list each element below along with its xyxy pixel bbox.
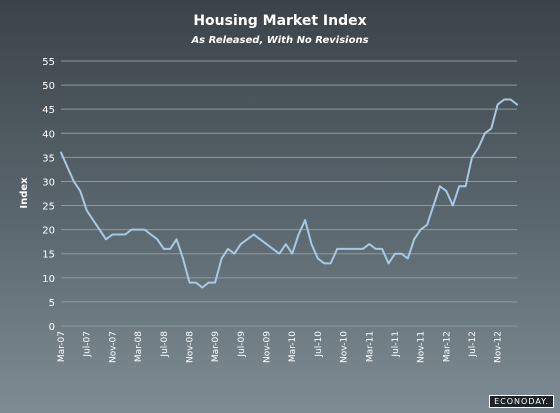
x-tick-label: Jul-07 bbox=[83, 331, 93, 358]
y-tick-labels: 0 5 10 15 20 25 30 35 40 45 50 55 bbox=[42, 57, 55, 333]
y-tick-label: 10 bbox=[42, 274, 55, 285]
y-tick-label: 40 bbox=[42, 129, 55, 140]
y-tick-label: 45 bbox=[42, 105, 55, 116]
y-tick-label: 35 bbox=[42, 153, 55, 164]
x-tick-label: Jul-10 bbox=[314, 331, 324, 358]
y-tick-label: 55 bbox=[42, 57, 55, 68]
y-tick-label: 50 bbox=[42, 81, 55, 92]
grid-lines bbox=[61, 60, 517, 327]
x-tick-label: Nov-09 bbox=[263, 331, 273, 363]
x-tick-label: Jul-11 bbox=[391, 331, 401, 358]
x-tick-label: Mar-07 bbox=[57, 331, 67, 362]
series-group bbox=[60, 98, 518, 289]
series-line bbox=[60, 98, 518, 289]
y-axis-label: Index bbox=[19, 177, 30, 209]
y-tick-label: 5 bbox=[49, 298, 55, 309]
x-tick-label: Nov-08 bbox=[185, 331, 195, 363]
x-tick-label: Nov-12 bbox=[494, 331, 504, 363]
y-tick-label: 15 bbox=[42, 250, 55, 261]
x-tick-label: Mar-11 bbox=[365, 331, 375, 362]
x-tick-label: Mar-08 bbox=[134, 331, 144, 362]
x-tick-label: Jul-08 bbox=[160, 331, 170, 358]
x-tick-label: Jul-09 bbox=[237, 331, 247, 358]
x-tick-label: Nov-11 bbox=[417, 331, 427, 363]
econoday-logo: ECONODAY. bbox=[489, 395, 554, 408]
x-tick-label: Mar-09 bbox=[211, 331, 221, 362]
y-tick-label: 25 bbox=[42, 202, 55, 213]
y-tick-label: 20 bbox=[42, 226, 55, 237]
chart-subtitle: As Released, With No Revisions bbox=[191, 35, 369, 46]
y-tick-label: 0 bbox=[49, 322, 55, 333]
chart-title: Housing Market Index bbox=[193, 13, 367, 29]
x-tick-label: Mar-12 bbox=[442, 331, 452, 362]
x-tick-label: Nov-10 bbox=[340, 331, 350, 363]
x-tick-label: Nov-07 bbox=[108, 331, 118, 363]
x-tick-label: Jul-12 bbox=[468, 331, 478, 358]
x-tick-labels: Mar-07 Jul-07 Nov-07 Mar-08 Jul-08 Nov-08 Mar-… bbox=[57, 331, 504, 363]
y-tick-label: 30 bbox=[42, 177, 55, 188]
x-tick-label: Mar-10 bbox=[288, 331, 298, 362]
